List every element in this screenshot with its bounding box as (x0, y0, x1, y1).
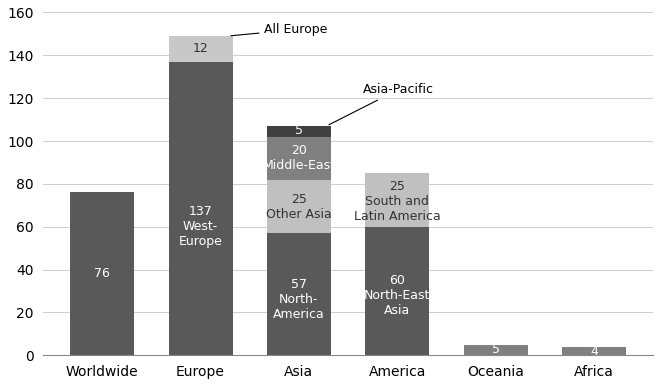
Text: 5: 5 (295, 124, 303, 137)
Text: Asia-Pacific: Asia-Pacific (329, 83, 434, 125)
Bar (168, 36, 232, 62)
Text: 12: 12 (193, 42, 209, 55)
Text: 4: 4 (590, 345, 598, 357)
Text: 5: 5 (492, 344, 500, 357)
Text: All Europe: All Europe (231, 23, 328, 36)
Bar (464, 345, 527, 356)
Text: 57
North-
America: 57 North- America (273, 278, 325, 321)
Bar (366, 173, 429, 227)
Bar (562, 347, 626, 356)
Text: 20
Middle-East: 20 Middle-East (263, 144, 335, 172)
Bar (168, 62, 232, 356)
Bar (267, 233, 331, 356)
Text: 137
West-
Europe: 137 West- Europe (179, 205, 222, 248)
Bar (267, 137, 331, 179)
Bar (267, 179, 331, 233)
Text: 25
South and
Latin America: 25 South and Latin America (354, 179, 441, 223)
Bar (267, 126, 331, 137)
Text: 25
Other Asia: 25 Other Asia (266, 193, 332, 222)
Bar (70, 193, 134, 356)
Bar (366, 227, 429, 356)
Text: 76: 76 (94, 267, 110, 280)
Text: 60
North-East
Asia: 60 North-East Asia (364, 274, 430, 317)
